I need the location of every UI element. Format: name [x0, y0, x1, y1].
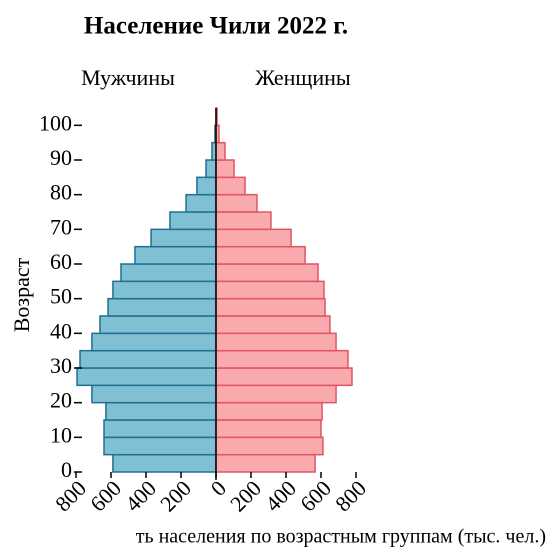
- legend-female: Женщины: [255, 65, 351, 90]
- bar: [196, 176, 217, 196]
- legend-male: Мужчины: [81, 65, 175, 90]
- bar: [120, 263, 217, 283]
- x-tick-label: 800: [50, 475, 91, 516]
- y-tick-label: 40: [50, 318, 72, 343]
- x-tick-label: 800: [330, 475, 371, 516]
- bar: [215, 419, 322, 439]
- y-tick-label: 100: [39, 110, 72, 135]
- bar: [215, 401, 323, 421]
- bar: [215, 436, 324, 456]
- bar: [150, 228, 217, 248]
- bar: [215, 332, 337, 352]
- y-tick-label: 50: [50, 284, 72, 309]
- bar: [112, 453, 217, 473]
- y-axis-label: Возраст: [9, 257, 34, 332]
- chart-title: Население Чили 2022 г.: [84, 13, 348, 40]
- y-tick-label: 20: [50, 388, 72, 413]
- bar: [185, 193, 217, 213]
- bar: [215, 159, 235, 179]
- bar: [215, 280, 325, 300]
- bar: [134, 245, 217, 265]
- y-tick-label: 90: [50, 145, 72, 170]
- bar: [169, 211, 217, 231]
- bar: [215, 367, 353, 387]
- y-tick-label: 0: [61, 457, 72, 482]
- bar: [215, 263, 319, 283]
- y-tick-label: 70: [50, 214, 72, 239]
- y-tick-label: 30: [50, 353, 72, 378]
- x-axis-label: ть населения по возрастным группам (тыс.…: [136, 526, 546, 548]
- bar: [105, 401, 217, 421]
- bar: [99, 315, 217, 335]
- y-tick-label: 80: [50, 180, 72, 205]
- bar: [215, 315, 331, 335]
- bar: [215, 297, 326, 317]
- x-tick-label: 200: [225, 475, 266, 516]
- bar: [91, 384, 217, 404]
- x-tick-label: 200: [155, 475, 196, 516]
- bar: [79, 349, 217, 369]
- bar: [205, 159, 217, 179]
- bar: [215, 453, 316, 473]
- x-tick-label: 600: [295, 475, 336, 516]
- y-tick-label: 10: [50, 422, 72, 447]
- bar: [215, 176, 246, 196]
- bar: [91, 332, 217, 352]
- bar: [215, 349, 349, 369]
- x-tick-label: 400: [260, 475, 301, 516]
- x-tick-label: 400: [120, 475, 161, 516]
- bar: [215, 384, 337, 404]
- bar: [215, 245, 306, 265]
- bar: [215, 228, 292, 248]
- bar: [215, 193, 258, 213]
- bar: [107, 297, 217, 317]
- x-tick-label: 600: [85, 475, 126, 516]
- bar: [103, 436, 217, 456]
- bar: [112, 280, 217, 300]
- bar: [215, 141, 226, 161]
- y-tick-label: 60: [50, 249, 72, 274]
- bar: [215, 211, 272, 231]
- bar: [76, 367, 217, 387]
- bar: [103, 419, 217, 439]
